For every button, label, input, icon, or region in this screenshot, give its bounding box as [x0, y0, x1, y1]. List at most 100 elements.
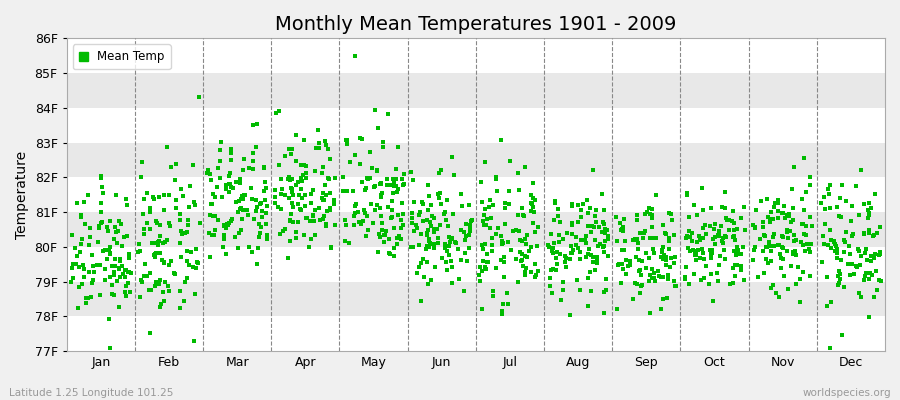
Point [303, 218, 318, 224]
Point [152, 277, 166, 283]
Point [708, 241, 723, 247]
Point [137, 273, 151, 280]
Point [65, 264, 79, 271]
Point [489, 176, 503, 182]
Point [552, 232, 566, 238]
Point [449, 240, 464, 246]
Point [157, 260, 171, 267]
Point [404, 244, 419, 251]
Point [98, 266, 112, 272]
Point [597, 310, 611, 316]
Point [281, 176, 295, 182]
Point [738, 226, 752, 233]
Point [124, 270, 139, 276]
Point [315, 163, 329, 170]
Point [389, 182, 403, 189]
Point [309, 144, 323, 151]
Point [708, 234, 723, 240]
Point [789, 237, 804, 243]
Point [618, 256, 633, 263]
Point [257, 187, 272, 194]
Point [681, 281, 696, 287]
Point [760, 244, 774, 250]
Bar [67, 73, 885, 108]
Point [746, 256, 760, 263]
Point [600, 236, 615, 242]
Point [668, 282, 682, 289]
Point [780, 226, 795, 233]
Point [234, 196, 248, 202]
Point [148, 254, 162, 260]
Point [73, 249, 87, 256]
Point [628, 280, 643, 286]
Point [824, 236, 839, 243]
Point [82, 268, 96, 275]
Point [428, 215, 442, 222]
Point [564, 201, 579, 207]
Point [296, 136, 310, 143]
Point [119, 267, 133, 273]
Point [173, 288, 187, 294]
Point [346, 212, 361, 219]
Point [574, 206, 589, 213]
Point [593, 241, 608, 247]
Point [762, 243, 777, 249]
Point [866, 233, 880, 239]
Point [569, 242, 583, 248]
Point [428, 264, 443, 270]
Point [851, 290, 866, 296]
Point [318, 138, 332, 144]
Point [220, 221, 235, 228]
Point [845, 233, 859, 240]
Point [831, 273, 845, 279]
Point [736, 244, 751, 250]
Point [617, 238, 632, 244]
Point [781, 234, 796, 241]
Point [94, 220, 108, 226]
Point [597, 221, 611, 228]
Point [311, 205, 326, 212]
Point [748, 224, 762, 231]
Point [501, 201, 516, 207]
Point [437, 209, 452, 215]
Point [497, 254, 511, 260]
Point [764, 248, 778, 254]
Point [102, 247, 116, 254]
Point [626, 237, 640, 244]
Point [160, 236, 175, 243]
Point [549, 255, 563, 261]
Point [78, 294, 93, 301]
Point [390, 241, 404, 247]
Point [551, 206, 565, 212]
Point [168, 205, 183, 211]
Point [69, 199, 84, 206]
Point [180, 248, 194, 254]
Point [74, 212, 88, 218]
Point [773, 251, 788, 258]
Point [387, 182, 401, 189]
Point [482, 225, 497, 231]
Point [799, 189, 814, 195]
Point [180, 229, 194, 236]
Point [308, 168, 322, 175]
Bar [67, 212, 885, 247]
Point [389, 176, 403, 182]
Point [491, 225, 505, 232]
Point [511, 227, 526, 234]
Point [246, 157, 260, 164]
Point [858, 250, 872, 256]
Point [385, 190, 400, 196]
Point [525, 200, 539, 207]
Point [317, 213, 331, 219]
Point [373, 204, 387, 211]
Point [874, 277, 888, 284]
Point [184, 249, 199, 255]
Point [485, 235, 500, 241]
Point [186, 337, 201, 344]
Point [757, 232, 771, 238]
Point [224, 145, 238, 152]
Point [687, 270, 701, 277]
Point [862, 226, 877, 233]
Point [678, 274, 692, 280]
Point [664, 255, 679, 262]
